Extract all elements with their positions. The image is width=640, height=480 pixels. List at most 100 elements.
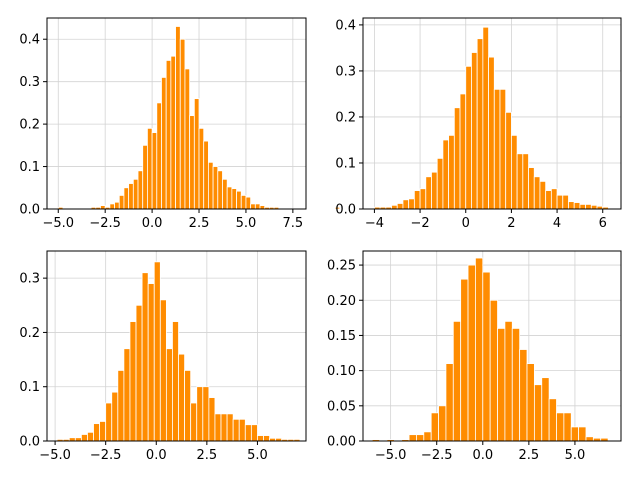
x-tick-label: −2.5 (90, 448, 122, 463)
histogram-bar (471, 52, 478, 210)
histogram-bar (178, 353, 185, 442)
subplot-1: −5.0 −2.5 0.0 2.5 5.0 7.5 0.0 0.1 0.2 0.3 0.4 (19, 17, 341, 231)
x-tick-label: 6 (599, 216, 607, 231)
x-tick-label: 0.0 (472, 448, 493, 463)
histogram-bar (511, 134, 518, 210)
axes-frame (362, 250, 622, 442)
histogram-bar (528, 167, 535, 210)
histogram-bar (118, 195, 125, 210)
y-tick-label: 0.0 (335, 203, 356, 218)
histogram-bar (129, 321, 137, 442)
axes-frame (46, 250, 307, 442)
histogram-bar (80, 434, 88, 442)
histogram-bar (430, 412, 439, 442)
histogram-bar (165, 348, 173, 442)
x-tick-label: 2.5 (197, 448, 218, 463)
histogram-bar (452, 320, 462, 442)
histogram-bar (203, 140, 209, 210)
histogram-bar (214, 413, 222, 442)
histogram-bar (202, 386, 210, 442)
histogram-bar (142, 144, 148, 210)
x-tick-label: −5.0 (375, 448, 407, 463)
y-tick-label: 0.3 (19, 272, 40, 287)
y-tick-label: 0.00 (327, 435, 356, 450)
histogram-bar (257, 435, 264, 442)
x-tick-label: 5.0 (565, 448, 586, 463)
histogram-bar (259, 205, 266, 210)
histogram-bar (132, 178, 139, 210)
x-tick-label: −5.0 (39, 448, 71, 463)
histogram-bar (232, 418, 240, 442)
y-tick-label: 0.4 (335, 18, 356, 33)
histogram-bar (161, 77, 167, 210)
histogram-bar (519, 349, 528, 442)
x-tick-label: 2 (507, 216, 515, 231)
histogram-bar (153, 261, 161, 442)
histogram-bar (431, 171, 438, 210)
histogram-bar (226, 413, 234, 442)
histogram-bar (189, 115, 195, 210)
histogram-bar (147, 127, 153, 210)
histogram-bar (100, 205, 106, 210)
histogram-bar (193, 98, 200, 210)
histogram-bar (453, 107, 461, 210)
histogram-bar (590, 204, 598, 210)
histogram-bar (184, 68, 191, 210)
x-tick-label: 0.0 (142, 216, 163, 231)
histogram-bar (141, 272, 149, 442)
histogram-bar (135, 304, 143, 442)
histogram-bar (563, 412, 572, 442)
histogram-bar (562, 194, 569, 210)
x-tick-label: 5.0 (247, 448, 268, 463)
histogram-bar (408, 434, 417, 442)
histogram-bar (254, 203, 261, 210)
histogram-bar (208, 161, 214, 210)
y-tick-label: 0.3 (19, 75, 40, 90)
histogram-bar (497, 328, 506, 442)
y-tick-label: 0.1 (335, 156, 356, 171)
histogram-bar (165, 60, 172, 210)
histogram-bar (236, 190, 242, 210)
histogram-bar (334, 206, 341, 210)
histogram-bar (522, 153, 529, 210)
x-tick-label: 2.5 (519, 448, 540, 463)
subplot-2: −4 −2 0 2 4 6 0.0 0.1 0.2 0.3 0.4 (335, 17, 622, 231)
histogram-bar (175, 26, 181, 210)
histogram-bar (425, 176, 432, 210)
histogram-bar (413, 190, 421, 210)
y-tick-label: 0.15 (327, 329, 356, 344)
histogram-bar (442, 139, 450, 210)
histogram-bar (511, 328, 521, 442)
histogram-bar (220, 413, 228, 442)
histogram-bar (128, 183, 134, 210)
histogram-bar (208, 397, 216, 442)
x-tick-label: −5.0 (42, 216, 74, 231)
histogram-bar (184, 370, 192, 442)
histogram-bar (117, 370, 125, 442)
y-tick-label: 0.0 (19, 203, 40, 218)
histogram-bar (244, 424, 252, 442)
histogram-bar (212, 166, 219, 210)
histogram-bar (217, 170, 223, 210)
histogram-bar (548, 398, 557, 442)
histogram-bar (170, 55, 176, 210)
histogram-bar (573, 202, 581, 210)
y-tick-label: 0.4 (19, 33, 40, 48)
x-tick-label: −2.5 (89, 216, 121, 231)
histogram-bar (416, 434, 425, 442)
histogram-bar (114, 201, 120, 210)
histogram-bar (231, 188, 237, 210)
histogram-bar (445, 363, 454, 442)
histogram-bar (226, 186, 233, 210)
histogram-bar (539, 180, 547, 210)
y-tick-label: 0.2 (19, 326, 40, 341)
histogram-bar (499, 88, 507, 210)
histogram-bar (263, 435, 270, 442)
histogram-bar (475, 257, 484, 442)
histogram-bar (159, 299, 167, 442)
y-tick-label: 0.1 (19, 380, 40, 395)
histogram-bar (448, 134, 455, 210)
histogram-bar (99, 421, 107, 442)
x-tick-label: −4 (365, 216, 384, 231)
